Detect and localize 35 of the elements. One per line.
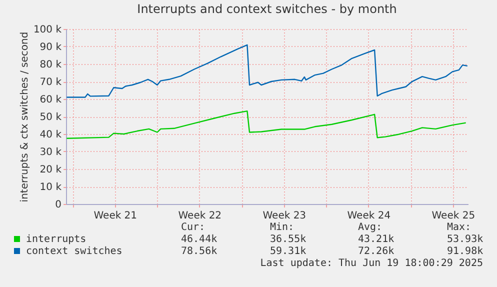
text: 53.93k bbox=[447, 234, 484, 245]
y-tick-label: 80 k bbox=[40, 60, 62, 70]
y-tick-label: 0 bbox=[55, 200, 62, 210]
y-tick-label: 20 k bbox=[40, 164, 62, 176]
legend-label: context switches bbox=[26, 246, 122, 257]
text: 72.26k bbox=[358, 246, 394, 257]
y-tick-label: 70 k bbox=[40, 77, 62, 88]
text: 43.21k bbox=[358, 234, 394, 245]
y-tick-label: 60 k bbox=[40, 94, 62, 106]
text: 46.44k bbox=[181, 234, 218, 245]
y-tick-label: 30 k bbox=[40, 147, 62, 158]
y-tick-label: 50 k bbox=[40, 112, 62, 123]
x-tick-label: Week 21 bbox=[94, 210, 138, 222]
x-tick-label: Week 24 bbox=[347, 210, 391, 222]
text: Cur: bbox=[181, 222, 206, 233]
y-tick-label: 100 k bbox=[33, 24, 62, 36]
y-tick-label: 90 k bbox=[40, 42, 62, 53]
text: 78.56k bbox=[181, 246, 218, 257]
line-series bbox=[66, 44, 468, 98]
y-tick-label: 10 k bbox=[40, 182, 62, 193]
x-tick-label: Week 23 bbox=[262, 210, 306, 222]
y-tick-label: 40 k bbox=[40, 130, 62, 140]
text: Max: bbox=[447, 222, 472, 233]
text: 91.98k bbox=[447, 246, 484, 257]
text: Avg: bbox=[358, 222, 382, 233]
x-tick-label: Week 22 bbox=[178, 210, 222, 222]
line-series bbox=[66, 110, 466, 139]
y-axis-title: interrupts & ctx switches / second bbox=[19, 32, 30, 202]
legend-label: interrupts bbox=[26, 234, 86, 245]
x-tick-label: Week 25 bbox=[432, 210, 476, 222]
text: 36.55k bbox=[270, 234, 306, 245]
text: Last update: Thu Jun 19 18:00:29 2025 bbox=[260, 258, 483, 269]
chart-title: Interrupts and context switches - by month bbox=[137, 2, 397, 16]
text: 59.31k bbox=[270, 246, 306, 257]
text: Min: bbox=[270, 222, 294, 233]
